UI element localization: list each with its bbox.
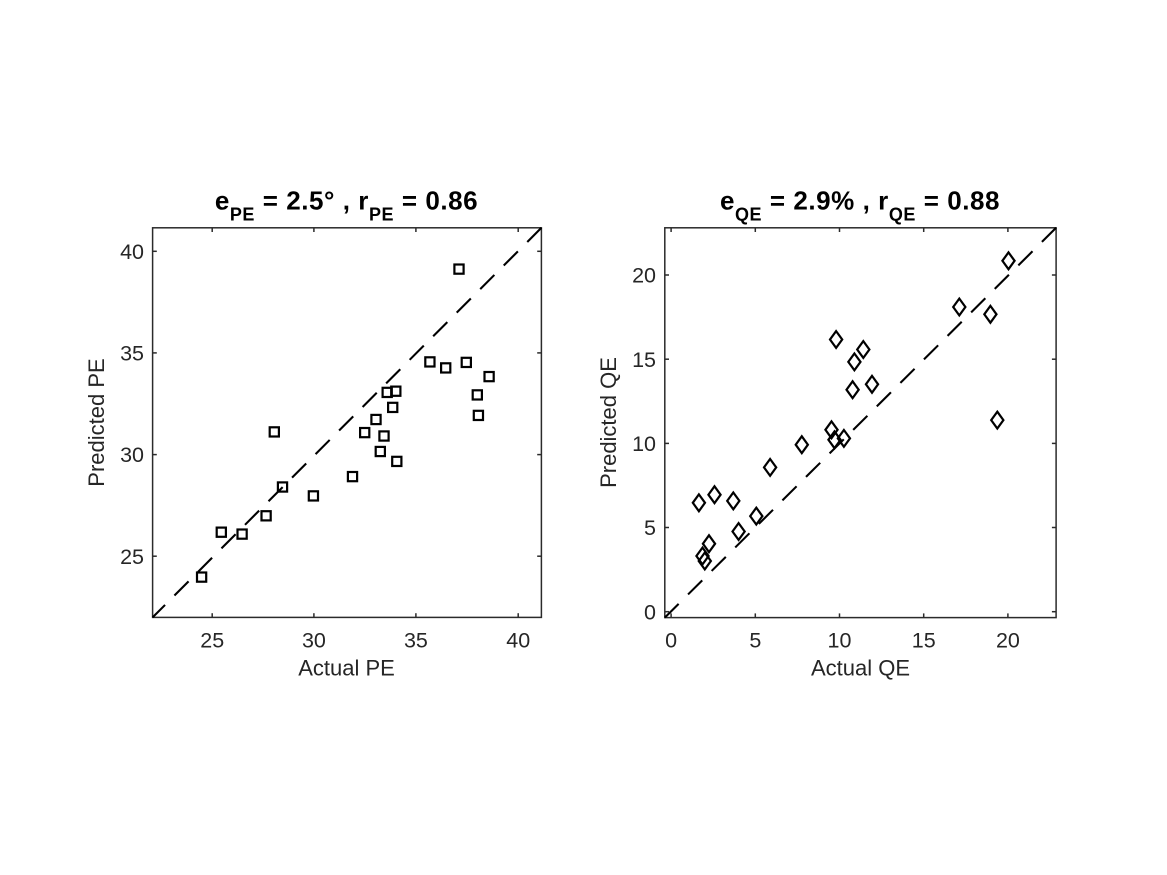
svg-text:Predicted PE: Predicted PE: [84, 358, 109, 486]
svg-text:Actual QE: Actual QE: [811, 656, 910, 681]
svg-text:20: 20: [996, 628, 1020, 652]
svg-text:25: 25: [200, 628, 224, 652]
svg-text:0: 0: [644, 600, 656, 624]
svg-text:5: 5: [749, 628, 761, 652]
svg-text:25: 25: [120, 545, 144, 569]
svg-text:15: 15: [912, 628, 936, 652]
svg-text:5: 5: [644, 516, 656, 540]
svg-text:20: 20: [632, 264, 656, 288]
svg-text:Actual PE: Actual PE: [298, 656, 395, 681]
svg-text:40: 40: [506, 628, 530, 652]
svg-text:10: 10: [632, 432, 656, 456]
svg-text:15: 15: [632, 348, 656, 372]
svg-text:35: 35: [404, 628, 428, 652]
svg-text:35: 35: [120, 342, 144, 366]
svg-text:30: 30: [120, 443, 144, 467]
svg-text:10: 10: [828, 628, 852, 652]
svg-text:0: 0: [665, 628, 677, 652]
svg-text:Predicted QE: Predicted QE: [596, 357, 621, 488]
svg-text:40: 40: [120, 240, 144, 264]
svg-text:30: 30: [302, 628, 326, 652]
